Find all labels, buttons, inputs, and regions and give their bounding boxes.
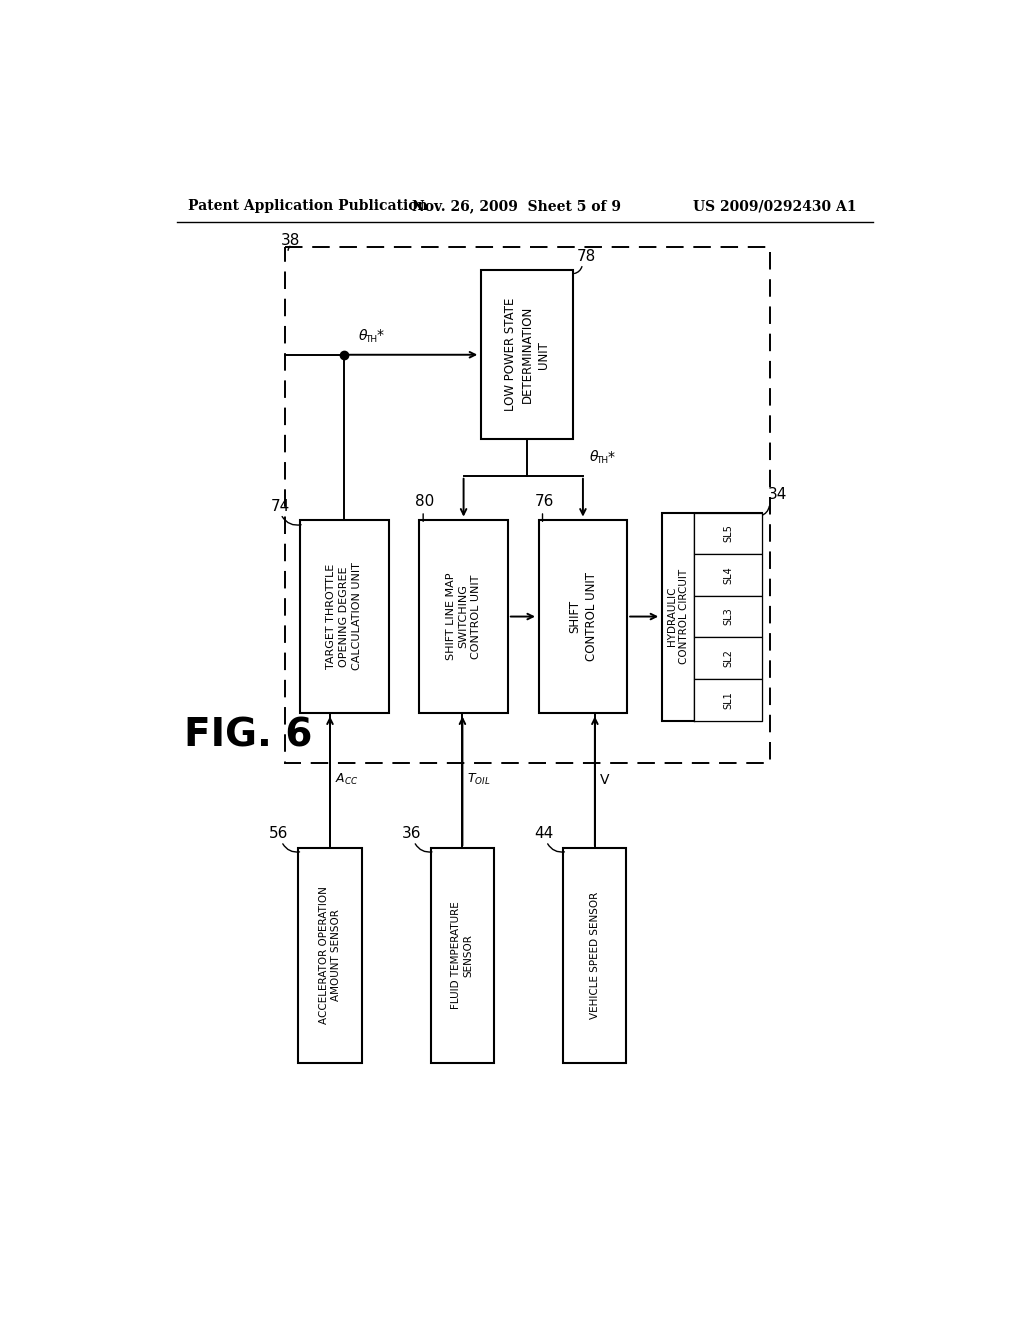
Text: FIG. 6: FIG. 6 [184, 717, 313, 755]
Text: 34: 34 [768, 487, 787, 502]
Text: *: * [377, 329, 384, 342]
Bar [662, 512, 762, 721]
Bar [563, 847, 627, 1063]
Text: SL5: SL5 [723, 524, 733, 543]
Text: V: V [599, 772, 609, 787]
Text: $A_{CC}$: $A_{CC}$ [335, 772, 358, 787]
Text: US 2009/0292430 A1: US 2009/0292430 A1 [692, 199, 856, 213]
Bar [285, 247, 770, 763]
Bar [694, 678, 762, 721]
Text: 44: 44 [535, 826, 553, 841]
Text: $\theta$: $\theta$ [358, 327, 369, 343]
Text: 76: 76 [535, 495, 554, 510]
Text: 36: 36 [401, 826, 421, 841]
Bar [419, 520, 508, 713]
Text: 56: 56 [269, 826, 289, 841]
Text: LOW POWER STATE
DETERMINATION
UNIT: LOW POWER STATE DETERMINATION UNIT [504, 298, 550, 412]
Text: TARGET THROTTLE
OPENING DEGREE
CALCULATION UNIT: TARGET THROTTLE OPENING DEGREE CALCULATI… [327, 562, 362, 671]
Bar [298, 847, 361, 1063]
Bar [431, 847, 494, 1063]
Text: 74: 74 [270, 499, 290, 513]
Text: 38: 38 [281, 234, 300, 248]
Text: $T_{OIL}$: $T_{OIL}$ [467, 772, 490, 787]
Text: SL3: SL3 [723, 607, 733, 626]
Bar [481, 271, 573, 440]
Text: SHIFT LINE MAP
SWITCHING
CONTROL UNIT: SHIFT LINE MAP SWITCHING CONTROL UNIT [445, 573, 481, 660]
Text: Patent Application Publication: Patent Application Publication [188, 199, 428, 213]
Text: TH: TH [365, 335, 377, 343]
Text: ACCELERATOR OPERATION
AMOUNT SENSOR: ACCELERATOR OPERATION AMOUNT SENSOR [318, 887, 341, 1024]
Text: SHIFT
CONTROL UNIT: SHIFT CONTROL UNIT [568, 572, 598, 661]
Bar [539, 520, 628, 713]
Text: TH: TH [596, 455, 608, 465]
Bar [694, 554, 762, 595]
Text: $\theta$: $\theta$ [589, 449, 599, 465]
Text: Nov. 26, 2009  Sheet 5 of 9: Nov. 26, 2009 Sheet 5 of 9 [412, 199, 621, 213]
Text: *: * [607, 450, 614, 463]
Text: HYDRAULIC
CONTROL CIRCUIT: HYDRAULIC CONTROL CIRCUIT [667, 569, 689, 664]
Bar [694, 595, 762, 638]
Text: SL2: SL2 [723, 649, 733, 667]
Text: SL1: SL1 [723, 690, 733, 709]
Text: 78: 78 [578, 248, 596, 264]
Text: FLUID TEMPERATURE
SENSOR: FLUID TEMPERATURE SENSOR [451, 902, 474, 1010]
Bar [694, 638, 762, 678]
Bar [300, 520, 388, 713]
Text: VEHICLE SPEED SENSOR: VEHICLE SPEED SENSOR [590, 892, 600, 1019]
Text: 80: 80 [416, 495, 435, 510]
Text: SL4: SL4 [723, 566, 733, 583]
Bar [694, 512, 762, 554]
